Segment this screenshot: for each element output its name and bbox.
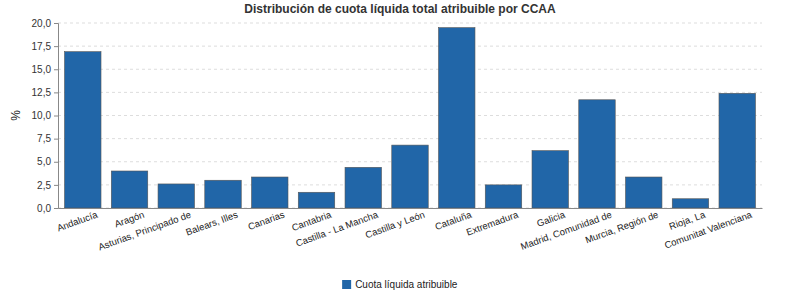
y-tick-label: 20,0 xyxy=(32,18,52,29)
legend-swatch xyxy=(342,280,351,289)
x-tick: Canarias xyxy=(246,209,286,232)
y-axis-title: % xyxy=(9,110,23,121)
bar xyxy=(111,171,147,208)
y-tick: 20,0 xyxy=(32,18,58,29)
x-axis-line xyxy=(59,208,763,209)
x-tick: Andalucía xyxy=(55,208,99,233)
y-tick-mark xyxy=(54,23,58,24)
x-axis: AndalucíaAragónAsturias, Principado deBa… xyxy=(55,208,762,252)
x-tick-label: Castilla y León xyxy=(364,209,426,241)
y-tick-label: 2,5 xyxy=(37,180,51,191)
y-tick-label: 5,0 xyxy=(37,156,51,167)
bars xyxy=(65,28,756,208)
bar xyxy=(579,100,615,208)
x-tick: Extremadura xyxy=(465,208,521,237)
bar xyxy=(205,180,241,208)
bar xyxy=(532,151,568,208)
x-tick-label: Andalucía xyxy=(55,208,99,233)
grid-line xyxy=(58,92,762,93)
legend-label: Cuota líquida atribuible xyxy=(355,279,458,290)
grid-line xyxy=(58,23,762,24)
y-tick-label: 0,0 xyxy=(37,203,51,214)
x-tick: Castilla y León xyxy=(364,209,426,241)
grid-line xyxy=(58,115,762,116)
x-tick-label: Canarias xyxy=(246,209,286,232)
y-tick: 15,0 xyxy=(32,64,58,75)
x-tick-label: Asturias, Principado de xyxy=(97,209,193,253)
y-tick-mark xyxy=(54,185,58,186)
y-axis: 0,0 2,5 5,0 7,5 10,0 12,5 15,0 17,5 20,0 xyxy=(32,18,59,214)
x-tick: Asturias, Principado de xyxy=(97,209,193,253)
bar xyxy=(158,184,194,208)
legend: Cuota líquida atribuible xyxy=(342,279,458,290)
bar xyxy=(672,199,708,208)
grid xyxy=(58,23,762,208)
y-tick: 7,5 xyxy=(37,133,58,144)
y-tick-label: 12,5 xyxy=(32,87,52,98)
title: Distribución de cuota líquida total atri… xyxy=(244,2,556,16)
bar xyxy=(485,185,521,208)
bar xyxy=(719,93,755,208)
x-tick-label: Balears, Illes xyxy=(184,209,239,238)
bar xyxy=(252,177,288,208)
y-tick: 2,5 xyxy=(37,180,58,191)
y-tick-label: 7,5 xyxy=(37,133,51,144)
x-tick: Comunitat Valenciana xyxy=(663,208,754,250)
x-tick: Balears, Illes xyxy=(184,209,239,238)
y-tick-mark xyxy=(54,208,58,209)
grid-line xyxy=(58,69,762,70)
y-tick-mark xyxy=(54,116,58,117)
y-tick-label: 10,0 xyxy=(32,110,52,121)
bar xyxy=(65,52,101,208)
y-tick-mark xyxy=(54,92,58,93)
y-tick-mark xyxy=(54,46,58,47)
grid-line xyxy=(58,138,762,139)
bar xyxy=(392,145,428,208)
y-tick-mark xyxy=(54,162,58,163)
y-tick-label: 17,5 xyxy=(32,41,52,52)
legend-item: Cuota líquida atribuible xyxy=(342,279,458,290)
x-tick: Murcia, Región de xyxy=(584,209,660,246)
y-tick-label: 15,0 xyxy=(32,64,52,75)
plot: 0,0 2,5 5,0 7,5 10,0 12,5 15,0 17,5 20,0 Andalucí… xyxy=(32,18,763,253)
y-tick: 17,5 xyxy=(32,41,58,52)
bar xyxy=(298,192,334,208)
y-axis-line xyxy=(54,24,59,209)
x-tick-label: Extremadura xyxy=(465,208,521,237)
y-tick: 5,0 xyxy=(37,156,58,167)
y-tick: 0,0 xyxy=(37,203,58,214)
bar xyxy=(626,177,662,208)
y-tick: 12,5 xyxy=(32,87,58,98)
y-tick: 10,0 xyxy=(32,110,58,121)
x-tick-label: Murcia, Región de xyxy=(584,209,660,246)
chart: 0,0 2,5 5,0 7,5 10,0 12,5 15,0 17,5 20,0 Andalucí… xyxy=(0,0,800,300)
y-tick-mark xyxy=(54,139,58,140)
bar xyxy=(439,28,475,208)
grid-line xyxy=(58,46,762,47)
bar xyxy=(345,167,381,208)
x-tick-label: Comunitat Valenciana xyxy=(663,208,754,250)
y-tick-mark xyxy=(54,69,58,70)
